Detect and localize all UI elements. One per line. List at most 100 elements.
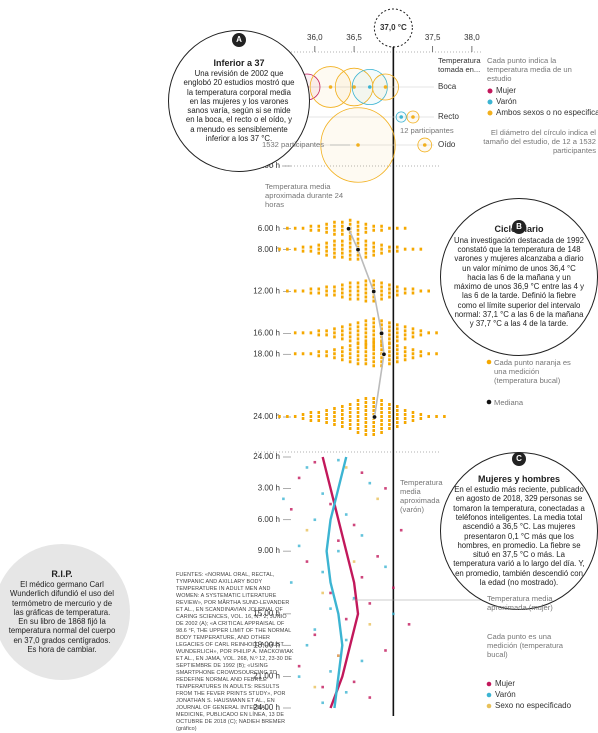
participants-label: 1532 participantes	[262, 140, 325, 149]
time-label: 9.00 h	[258, 546, 280, 555]
legend-label: Mujer	[496, 86, 516, 95]
measurement-dot	[344, 466, 348, 469]
measurement-dot	[313, 633, 317, 637]
median-dot	[372, 414, 378, 420]
measurement-dot	[297, 476, 301, 480]
site-header: Temperatura tomada en...	[438, 56, 481, 75]
measurement-dot	[392, 612, 395, 616]
study-dot	[328, 85, 333, 89]
measurement-dot	[352, 523, 356, 527]
rip-title: R.I.P.	[51, 568, 73, 579]
measurement-dot	[289, 581, 293, 584]
x-tick-label: 37,0 °C	[380, 23, 407, 32]
site-label: Boca	[438, 82, 457, 91]
measurement-dot	[360, 659, 364, 663]
median-dot	[379, 330, 385, 336]
measurement-dot	[321, 492, 324, 495]
measurement-dot	[352, 680, 356, 684]
measurement-dot	[368, 481, 372, 485]
measurement-dot	[368, 602, 372, 605]
measurement-dot	[344, 617, 348, 621]
legend-dot	[487, 110, 493, 116]
measurement-dot	[297, 664, 301, 668]
callout-text: En el estudio más reciente, publicado en…	[453, 485, 585, 587]
time-label: 18.00 h	[253, 640, 280, 649]
legend-dot	[487, 99, 493, 105]
time-label: 8.00 h	[258, 245, 280, 254]
time-label: 24.00 h	[253, 703, 280, 712]
measurement-dot	[344, 513, 348, 516]
study-dot	[411, 115, 415, 119]
badge: C	[512, 452, 526, 466]
badge: A	[232, 33, 246, 47]
legend-label: Varón	[495, 690, 516, 699]
measurement-dot	[407, 623, 411, 626]
time-label: 6.00 h	[258, 224, 280, 233]
time-label: 3.00 h	[258, 483, 280, 492]
measurement-dot	[384, 487, 387, 490]
measurement-dot	[360, 534, 364, 537]
mean-line	[325, 456, 348, 709]
measurement-dot	[368, 623, 372, 626]
legend-dot	[487, 88, 493, 94]
measurement-dot	[384, 565, 387, 569]
participants-label: 12 participantes	[400, 126, 454, 135]
callout-title: Inferior a 37	[213, 57, 265, 68]
measurement-dot	[376, 555, 379, 558]
female-mean-label: Temperatura media aproximada (mujer)	[487, 594, 553, 612]
rip-text: El médico germano Carl Wunderlich difund…	[8, 579, 116, 655]
callout-text: Una investigación destacada de 1992 cons…	[453, 235, 585, 329]
male-mean-label: Temperatura media aproximada (varón)	[400, 478, 443, 514]
callout-title: Mujeres y hombres	[477, 473, 561, 484]
legend-dot	[486, 399, 492, 405]
measurement-dot	[392, 586, 395, 590]
x-tick-label: 36,0	[307, 33, 323, 42]
median-line	[347, 228, 385, 418]
median-dot	[346, 226, 352, 232]
measurement-dot	[337, 549, 340, 553]
legend-dot	[486, 681, 492, 687]
measurement-dot	[360, 575, 364, 579]
measurement-dot	[289, 507, 293, 511]
measurement-dot	[305, 560, 309, 563]
mean-line	[321, 456, 360, 709]
measurement-dot	[376, 497, 379, 501]
callout-c: Mujeres y hombres En el estudio más reci…	[440, 452, 598, 610]
legend-text: Mediana	[494, 398, 524, 407]
measurement-dot	[282, 497, 285, 501]
measurement-dot	[313, 628, 317, 631]
legend-title: Cada punto indica la temperatura media d…	[487, 56, 572, 83]
measurement-dot	[321, 570, 324, 574]
measurement-dot	[329, 607, 332, 610]
time-label: 15.00 h	[253, 609, 280, 618]
time-label: 18.00 h	[253, 349, 280, 358]
median-dot	[355, 247, 361, 253]
time-label: 6.00 h	[258, 515, 280, 524]
x-tick-label: 37,5	[425, 33, 441, 42]
size-note: El diámetro del círculo indica el tamaño…	[483, 128, 596, 155]
legend-dot	[486, 692, 492, 698]
measurement-dot	[368, 696, 372, 699]
rip-callout: R.I.P. El médico germano Carl Wunderlich…	[0, 544, 130, 680]
study-dot	[383, 85, 388, 89]
measurement-dot	[313, 460, 317, 464]
x-tick-label: 38,0	[464, 33, 480, 42]
time-label: 16.00 h	[253, 328, 280, 337]
median-dot	[381, 351, 387, 357]
study-dot	[422, 143, 427, 147]
page: { "axis": { "xlim": [35.2, 38.6], "hour_…	[0, 8, 598, 732]
measurement-dot	[305, 643, 309, 647]
study-dot	[352, 85, 356, 89]
legend-label: Sexo no especificado	[495, 701, 572, 710]
median-dot	[371, 288, 377, 294]
measurement-dot	[337, 458, 340, 462]
study-dot	[356, 143, 360, 147]
legend-text: Cada punto naranja es una medición (temp…	[494, 358, 571, 385]
legend-text: Cada punto es una medición (temperatura …	[487, 632, 563, 659]
x-tick-label: 36,5	[346, 33, 362, 42]
legend-label: Mujer	[495, 679, 515, 688]
measurement-dot	[321, 591, 324, 595]
median-line-label: Temperatura media aproximada durante 24 …	[265, 182, 344, 209]
sources: FUENTES: «NORMAL ORAL, RECTAL, TYMPANIC …	[176, 572, 294, 732]
measurement-dot	[305, 466, 309, 469]
